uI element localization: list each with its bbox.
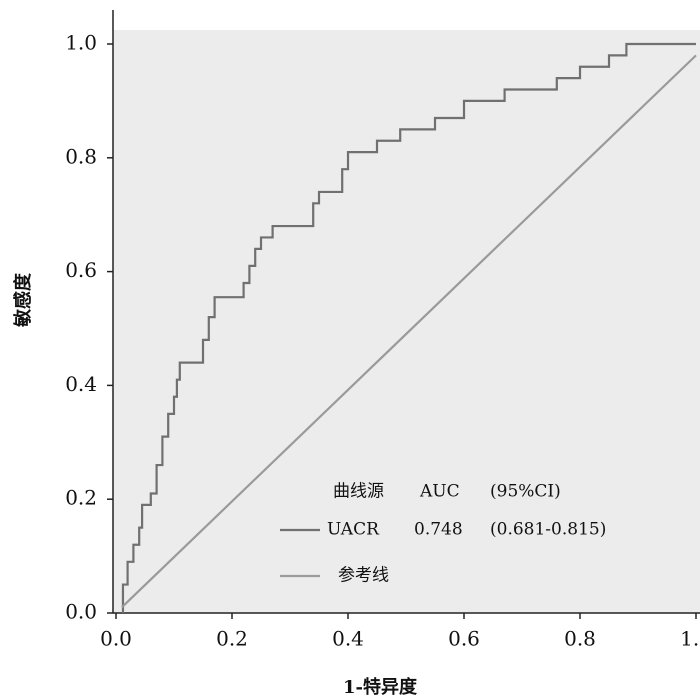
y-tick-label: 0.6	[65, 258, 97, 282]
legend-label: UACR	[327, 520, 380, 540]
x-tick-label: 0.0	[100, 627, 132, 651]
series-line	[121, 54, 697, 609]
x-tick-label: 0.8	[564, 627, 596, 651]
plot-area	[113, 30, 700, 613]
legend-header: (95%CI)	[490, 482, 561, 502]
legend-header: AUC	[419, 482, 460, 502]
y-tick-label: 0.4	[65, 372, 97, 396]
y-tick-label: 0.0	[65, 600, 97, 624]
x-tick-label: 0.4	[332, 627, 364, 651]
y-tick-label: 1.0	[65, 31, 97, 55]
legend-ci: (0.681-0.815)	[490, 520, 606, 540]
series-line	[121, 42, 696, 613]
x-tick-label: 0.6	[448, 627, 480, 651]
y-axis-label: 敏感度	[12, 272, 34, 328]
y-tick-label: 0.8	[65, 144, 97, 168]
x-axis-label: 1-特异度	[343, 676, 418, 698]
x-tick-label: 1.0	[680, 627, 700, 651]
y-tick-label: 0.2	[65, 486, 97, 510]
legend-auc: 0.748	[414, 520, 463, 540]
legend-header: 曲线源	[333, 482, 384, 502]
legend-label: 参考线	[338, 566, 389, 586]
x-tick-label: 0.2	[216, 627, 248, 651]
